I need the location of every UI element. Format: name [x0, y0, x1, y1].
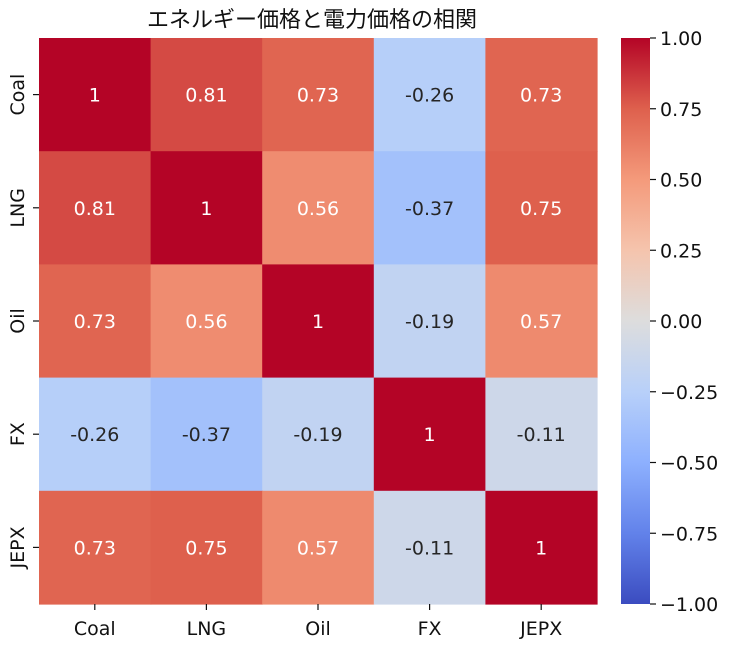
cell-value-label: 0.75 [520, 198, 562, 220]
cell-value-label: 0.73 [74, 537, 116, 559]
y-tick-label: Oil [7, 308, 29, 334]
cell-value-label: 0.81 [74, 198, 116, 220]
cell-value-label: 1 [535, 537, 547, 559]
heatmap-cell [150, 377, 263, 492]
cell-value-label: 0.73 [297, 85, 339, 107]
cell-value-label: -0.26 [405, 85, 454, 107]
heatmap-cell [262, 38, 375, 152]
cell-value-label: 1 [312, 311, 324, 333]
colorbar-tick-label: −0.75 [660, 523, 718, 545]
colorbar-tick-label: 0.75 [660, 99, 702, 121]
heatmap-cell [39, 151, 152, 265]
x-tick-label: JEPX [519, 618, 562, 640]
cell-value-label: 0.73 [74, 311, 116, 333]
cell-value-label: 1 [424, 424, 436, 446]
x-tick-label: LNG [187, 618, 227, 640]
heatmap-cell [262, 377, 375, 492]
heatmap-cell [485, 264, 598, 379]
heatmap-cell [373, 264, 486, 379]
cell-value-label: 0.57 [520, 311, 562, 333]
colorbar-tick-label: 0.25 [660, 240, 702, 262]
colorbar-tick-label: 1.00 [660, 28, 702, 50]
cell-value-label: 0.75 [185, 537, 227, 559]
heatmap-cell [150, 264, 263, 379]
cell-value-label: -0.26 [70, 424, 119, 446]
x-tick-label: Oil [305, 618, 331, 640]
heatmap-cell [39, 377, 152, 492]
chart-title: エネルギー価格と電力価格の相関 [147, 8, 477, 33]
heatmap-cell [150, 490, 263, 605]
heatmap-cell [485, 151, 598, 265]
y-tick-label: Coal [7, 74, 29, 116]
x-tick-label: Coal [74, 618, 116, 640]
colorbar: 1.00 0.75 0.50 0.25 0.00 −0.25 −0.50 −0.75 −1.00 [621, 28, 718, 616]
colorbar-tick-label: −1.00 [660, 594, 718, 616]
cell-value-label: -0.19 [405, 311, 454, 333]
heatmap-cell [39, 38, 152, 152]
heatmap-cell [262, 264, 375, 379]
y-tick-label: LNG [7, 188, 29, 228]
cell-value-label: -0.37 [405, 198, 454, 220]
cell-value-label: 1 [89, 85, 101, 107]
heatmap-cell [485, 38, 598, 152]
heatmap-cell [39, 264, 152, 379]
y-tick-label: FX [7, 422, 29, 446]
colorbar-tick-label: 0.00 [660, 311, 702, 333]
heatmap-cells: 1 0.81 0.73 -0.26 0.73 0.81 1 0.56 -0.37 0.75 0.73… [39, 38, 598, 605]
heatmap-cell [373, 490, 486, 605]
colorbar-tick-label: −0.25 [660, 382, 718, 404]
heatmap-cell [373, 38, 486, 152]
heatmap-cell [262, 490, 375, 605]
x-axis-ticks: Coal LNG Oil FX JEPX [74, 604, 562, 640]
y-axis-ticks: Coal LNG Oil FX JEPX [7, 74, 39, 569]
heatmap-cell [485, 377, 598, 492]
y-tick-label: JEPX [7, 526, 29, 569]
colorbar-tick-label: 0.50 [660, 170, 702, 192]
colorbar-tick-label: −0.50 [660, 453, 718, 475]
x-tick-label: FX [418, 618, 442, 640]
heatmap-cell [150, 151, 263, 265]
heatmap-cell [485, 490, 598, 605]
heatmap-cell [373, 151, 486, 265]
colorbar-bar [621, 38, 650, 604]
cell-value-label: 0.56 [185, 311, 227, 333]
cell-value-label: 0.56 [297, 198, 339, 220]
cell-value-label: 0.81 [185, 85, 227, 107]
cell-value-label: -0.37 [182, 424, 231, 446]
cell-value-label: -0.11 [405, 537, 454, 559]
heatmap-cell [39, 490, 152, 605]
cell-value-label: -0.19 [293, 424, 342, 446]
cell-value-label: 0.57 [297, 537, 339, 559]
cell-value-label: 1 [200, 198, 212, 220]
heatmap-cell [150, 38, 263, 152]
cell-value-label: 0.73 [520, 85, 562, 107]
heatmap-cell [373, 377, 486, 492]
cell-value-label: -0.11 [517, 424, 566, 446]
heatmap-cell [262, 151, 375, 265]
